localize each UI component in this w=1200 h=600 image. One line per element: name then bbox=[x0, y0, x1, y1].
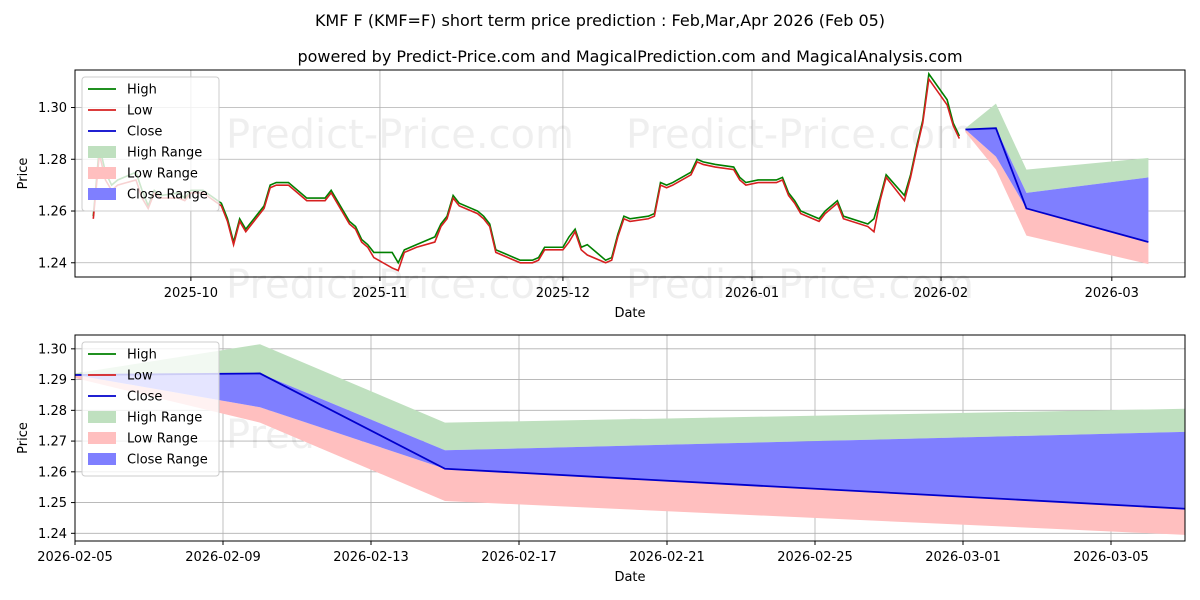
high-range-band bbox=[965, 103, 1149, 193]
y-tick-label: 1.30 bbox=[38, 342, 67, 357]
close-line bbox=[965, 127, 1149, 243]
chart-subtitle: powered by Predict-Price.com and Magical… bbox=[297, 47, 962, 66]
x-tick-label: 2025-12 bbox=[536, 286, 590, 301]
legend-label: Low bbox=[127, 369, 153, 384]
x-tick-label: 2025-10 bbox=[164, 286, 218, 301]
y-tick-label: 1.26 bbox=[38, 465, 67, 480]
x-axis-label: Date bbox=[614, 570, 645, 585]
watermark: Predict-Price.com Predict-Price.com Predic… bbox=[226, 112, 974, 308]
legend-label: High Range bbox=[127, 146, 202, 161]
y-axis-label: Price bbox=[16, 422, 31, 454]
x-tick-label: 2026-01 bbox=[725, 286, 779, 301]
y-tick-label: 1.26 bbox=[38, 205, 67, 220]
y-tick-label: 1.25 bbox=[38, 496, 67, 511]
legend-swatch-patch bbox=[88, 188, 116, 200]
legend-label: High Range bbox=[127, 411, 202, 426]
legend-label: Low bbox=[127, 104, 153, 119]
x-tick-label: 2026-02-25 bbox=[777, 550, 853, 565]
close-range-band bbox=[75, 373, 1185, 509]
x-tick-label: 2026-03-05 bbox=[1073, 550, 1149, 565]
x-tick-label: 2026-03-01 bbox=[925, 550, 1001, 565]
watermark-text: Predict-Price.com bbox=[626, 112, 974, 158]
y-tick-label: 1.28 bbox=[38, 153, 67, 168]
y-tick-label: 1.27 bbox=[38, 435, 67, 450]
x-tick-label: 2026-02-05 bbox=[37, 550, 113, 565]
high-range-band bbox=[75, 344, 1185, 451]
watermark-text: Predict-Price.com bbox=[626, 262, 974, 308]
legend-swatch-patch bbox=[88, 146, 116, 158]
y-tick-label: 1.29 bbox=[38, 373, 67, 388]
legend-swatch-patch bbox=[88, 453, 116, 465]
x-tick-label: 2026-02-21 bbox=[629, 550, 705, 565]
legend: High Low Close High Range Low Range Close Ran… bbox=[81, 341, 220, 477]
low-range-band bbox=[75, 374, 1185, 535]
legend-label: High bbox=[127, 348, 157, 363]
axes-frame bbox=[74, 334, 1186, 542]
x-tick-label: 2026-02 bbox=[914, 286, 968, 301]
chart-title: KMF F (KMF=F) short term price predictio… bbox=[315, 11, 885, 30]
y-tick-label: 1.30 bbox=[38, 101, 67, 116]
legend-label: Close Range bbox=[127, 188, 208, 203]
y-tick-label: 1.24 bbox=[38, 256, 67, 271]
plot-area bbox=[92, 71, 1149, 272]
forecast-detail-panel: Predict-Price.comPredict-Price.com2026-0… bbox=[16, 334, 1186, 585]
legend-swatch-patch bbox=[88, 432, 116, 444]
x-tick-label: 2026-02-13 bbox=[333, 550, 409, 565]
x-tick-label: 2025-11 bbox=[353, 286, 407, 301]
x-axis-label: Date bbox=[614, 306, 645, 321]
x-tick-label: 2026-03 bbox=[1085, 286, 1139, 301]
legend-label: Low Range bbox=[127, 167, 198, 182]
high-line bbox=[92, 71, 961, 265]
legend-swatch-patch bbox=[88, 411, 116, 423]
low-line bbox=[92, 76, 961, 272]
legend: High Low Close High Range Low Range Close Ran… bbox=[81, 76, 220, 212]
legend-box bbox=[81, 341, 220, 477]
legend-box bbox=[81, 76, 220, 212]
low-range-band bbox=[965, 129, 1149, 265]
x-tick-label: 2026-02-09 bbox=[185, 550, 261, 565]
x-tick-label: 2026-02-17 bbox=[481, 550, 557, 565]
watermark-text: Predict-Price.com bbox=[226, 112, 574, 158]
legend-label: Close bbox=[127, 125, 162, 140]
close-range-band bbox=[965, 128, 1149, 243]
legend-label: Close bbox=[127, 390, 162, 405]
y-tick-label: 1.28 bbox=[38, 404, 67, 419]
axes-frame bbox=[74, 69, 1186, 278]
y-axis-label: Price bbox=[16, 158, 31, 190]
legend-label: Close Range bbox=[127, 453, 208, 468]
overview-panel: Predict-Price.com Predict-Price.com Predic… bbox=[16, 69, 1186, 321]
legend-label: High bbox=[127, 83, 157, 98]
y-tick-label: 1.24 bbox=[38, 527, 67, 542]
legend-swatch-patch bbox=[88, 167, 116, 179]
legend-label: Low Range bbox=[127, 432, 198, 447]
watermark-text: Predict-Price.com bbox=[226, 262, 574, 308]
